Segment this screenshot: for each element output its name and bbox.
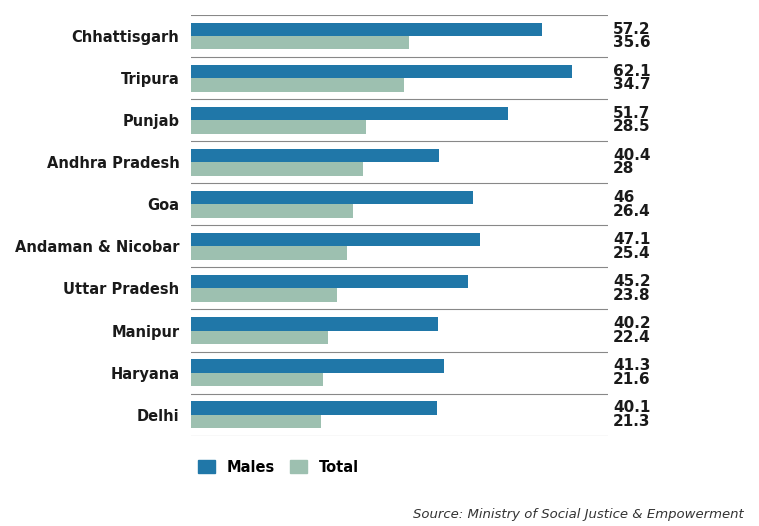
Bar [191, 204, 353, 218]
Bar [191, 36, 409, 49]
Text: 22.4: 22.4 [613, 330, 651, 345]
Text: 51.7: 51.7 [613, 106, 650, 121]
Text: 28.5: 28.5 [613, 119, 650, 135]
Bar [191, 23, 542, 36]
Bar [191, 401, 437, 414]
Bar [191, 233, 480, 246]
Bar [191, 65, 572, 78]
Text: 28: 28 [613, 161, 635, 176]
Text: 57.2: 57.2 [613, 22, 650, 37]
Bar [191, 317, 437, 330]
Text: 47.1: 47.1 [613, 232, 650, 247]
Text: 26.4: 26.4 [613, 204, 651, 218]
Bar [191, 191, 473, 204]
Bar [191, 330, 328, 344]
Bar [191, 107, 508, 120]
Bar [191, 359, 444, 372]
Text: 40.1: 40.1 [613, 400, 650, 416]
Text: 46: 46 [613, 190, 635, 205]
Text: 21.6: 21.6 [613, 372, 650, 387]
Text: 35.6: 35.6 [613, 35, 650, 50]
Text: 40.2: 40.2 [613, 316, 650, 331]
Bar [191, 372, 323, 386]
Text: 41.3: 41.3 [613, 358, 650, 373]
Bar [191, 162, 363, 176]
Bar [191, 275, 468, 288]
Text: 23.8: 23.8 [613, 288, 650, 302]
Bar [191, 78, 404, 92]
Bar [191, 414, 321, 428]
Legend: Males, Total: Males, Total [198, 460, 359, 475]
Text: 21.3: 21.3 [613, 414, 650, 429]
Text: 25.4: 25.4 [613, 246, 650, 260]
Text: 62.1: 62.1 [613, 64, 650, 79]
Bar [191, 149, 439, 162]
Text: 40.4: 40.4 [613, 148, 650, 163]
Bar [191, 246, 347, 260]
Bar [191, 288, 337, 302]
Bar [191, 120, 366, 134]
Text: Source: Ministry of Social Justice & Empowerment: Source: Ministry of Social Justice & Emp… [413, 508, 744, 521]
Text: 45.2: 45.2 [613, 274, 650, 289]
Text: 34.7: 34.7 [613, 77, 650, 93]
